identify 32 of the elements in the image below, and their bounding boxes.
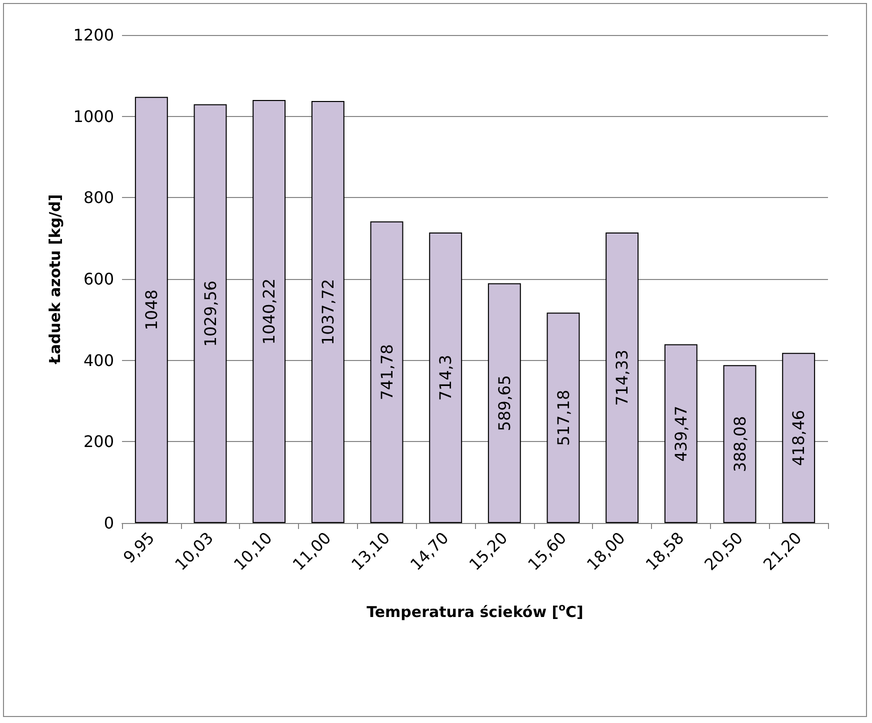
data-label: 1040,22 <box>260 278 279 345</box>
bar <box>370 221 404 523</box>
data-label: 1029,56 <box>200 280 220 347</box>
bar <box>429 232 462 523</box>
bar <box>311 100 344 523</box>
y-tick-label: 1000 <box>73 106 114 126</box>
y-tick-label: 0 <box>104 514 114 532</box>
data-label: 1048 <box>142 290 161 330</box>
data-label: 714,33 <box>612 350 632 406</box>
bar <box>252 100 286 523</box>
data-label: 439,47 <box>671 406 690 462</box>
y-tick-label: 400 <box>83 350 114 370</box>
bar <box>723 365 756 523</box>
bar <box>488 283 521 523</box>
data-label: 1037,72 <box>318 278 338 346</box>
data-label: 418,46 <box>789 410 808 466</box>
bar <box>194 104 227 523</box>
y-axis-title: Ładuek azotu [kg/d] <box>46 194 64 365</box>
y-tick-label: 600 <box>83 270 114 288</box>
bar <box>134 96 168 523</box>
y-tick-label: 800 <box>83 188 114 208</box>
bar <box>782 352 816 523</box>
data-label: 741,78 <box>377 344 396 400</box>
y-tick-label: 200 <box>83 432 114 452</box>
data-label: 714,3 <box>436 354 456 401</box>
y-tick-label: 1200 <box>73 26 114 44</box>
bar <box>664 344 698 523</box>
data-label: 517,18 <box>554 390 573 446</box>
data-label: 589,65 <box>494 375 514 432</box>
bar <box>546 312 580 523</box>
bar <box>606 232 639 523</box>
data-label: 388,08 <box>730 416 750 472</box>
